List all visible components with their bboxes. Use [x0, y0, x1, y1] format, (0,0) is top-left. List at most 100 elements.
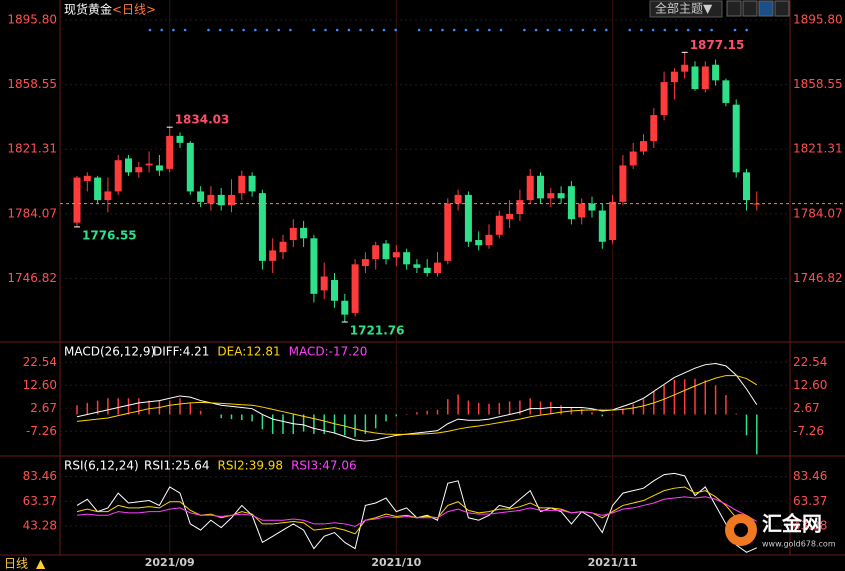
candle-body [578, 203, 586, 218]
candle-body [444, 203, 452, 261]
legend-entry: DEA:12.81 [217, 345, 280, 359]
candle-body [547, 193, 555, 199]
event-dot [371, 28, 374, 32]
y-tick-label-right: 12.60 [793, 378, 827, 392]
frame [0, 0, 845, 556]
candle-body [125, 158, 132, 173]
y-tick-label-right: 1858.55 [793, 77, 843, 91]
candle-body [94, 177, 102, 201]
candle-body [464, 194, 472, 242]
candle-body [289, 227, 297, 241]
event-dot [160, 28, 163, 32]
period-arrow[interactable]: ▲ [36, 557, 46, 571]
x-tick-label: 2021/10 [371, 556, 421, 569]
candle-body [722, 80, 730, 103]
candle-body [598, 210, 606, 242]
candle-body [392, 252, 400, 258]
candle-body [176, 135, 184, 143]
candle-body [670, 71, 678, 83]
candle-body [145, 163, 153, 166]
event-dot [569, 28, 573, 32]
candle-body [681, 64, 689, 72]
candle-body [228, 194, 235, 206]
event-dot [686, 28, 690, 32]
candle-body [197, 191, 205, 202]
event-dot [429, 28, 433, 32]
event-dot [628, 28, 631, 32]
event-dot [698, 28, 702, 32]
event-dot [710, 28, 713, 32]
theme-button-label[interactable]: 全部主题▼ [655, 1, 713, 16]
event-dot [558, 28, 561, 32]
y-tick-label: 1895.80 [7, 12, 57, 26]
annotation-label: 1721.76 [350, 324, 405, 338]
toolbar-icons[interactable] [726, 0, 790, 17]
candle-body [361, 259, 369, 267]
y-tick-label-right: 63.37 [793, 494, 827, 508]
y-tick-label-right: 43.28 [793, 519, 827, 533]
event-dot [183, 28, 187, 32]
y-tick-label-right: 2.67 [793, 401, 820, 415]
event-dot [452, 28, 456, 32]
legend-entry: MACD:-17.20 [289, 345, 368, 359]
annotation-label: 1834.03 [175, 113, 230, 127]
event-dot [733, 28, 737, 32]
event-dot [265, 28, 269, 32]
event-dot [488, 28, 491, 32]
candle-body [526, 175, 534, 201]
period-tag: <日线> [112, 3, 156, 17]
candle-body [650, 115, 658, 142]
candle-body [475, 240, 483, 246]
event-dot [581, 28, 585, 32]
candle-body [166, 135, 174, 169]
event-dot [417, 28, 421, 32]
event-dot [324, 28, 327, 32]
event-dot [640, 28, 643, 32]
x-tick-label: 2021/11 [588, 556, 638, 569]
title: 现货黄金 [64, 2, 112, 17]
candle-body [619, 165, 627, 202]
event-dot [675, 28, 678, 32]
y-tick-label-right: 1746.82 [793, 271, 843, 285]
macd-line [76, 375, 758, 435]
candle-body [712, 64, 720, 81]
rsi-title: RSI(6,12,24) [64, 459, 139, 473]
candle-body [732, 104, 740, 173]
event-dot [312, 28, 316, 32]
y-tick-label: 22.54 [23, 355, 57, 369]
rsi-line [76, 496, 758, 527]
annotation-label: 1776.55 [82, 228, 137, 242]
event-dot [254, 28, 257, 32]
event-dot [394, 28, 398, 32]
macd-title: MACD(26,12,9) [64, 345, 155, 359]
period-footer[interactable]: 日线 [4, 557, 28, 571]
y-tick-label: 1821.31 [7, 142, 57, 156]
candle-body [434, 262, 441, 274]
candle-body [423, 267, 431, 274]
event-dot [359, 28, 362, 32]
candle-body [557, 193, 565, 199]
candle-body [495, 215, 503, 235]
y-tick-label: 83.46 [23, 469, 57, 483]
candle-body [640, 141, 647, 152]
y-tick-label: 1746.82 [7, 271, 57, 285]
candle-body [248, 175, 256, 192]
event-dot [218, 28, 222, 32]
candle-body [114, 160, 122, 192]
y-tick-label: 1784.07 [7, 206, 57, 220]
candle-body [135, 167, 143, 173]
event-dot [148, 28, 152, 32]
candle-body [73, 177, 81, 223]
candle-body [691, 66, 699, 90]
candle-body [341, 300, 349, 315]
y-tick-label: 12.60 [23, 378, 57, 392]
y-tick-label-right: -7.26 [793, 424, 824, 438]
y-tick-label-right: 22.54 [793, 355, 827, 369]
candle-body [382, 243, 390, 260]
candle-body [258, 193, 266, 261]
candle-body [516, 200, 524, 214]
event-dot [523, 28, 526, 32]
candle-body [300, 227, 308, 239]
candle-body [660, 82, 668, 116]
theme-button[interactable] [649, 0, 723, 18]
